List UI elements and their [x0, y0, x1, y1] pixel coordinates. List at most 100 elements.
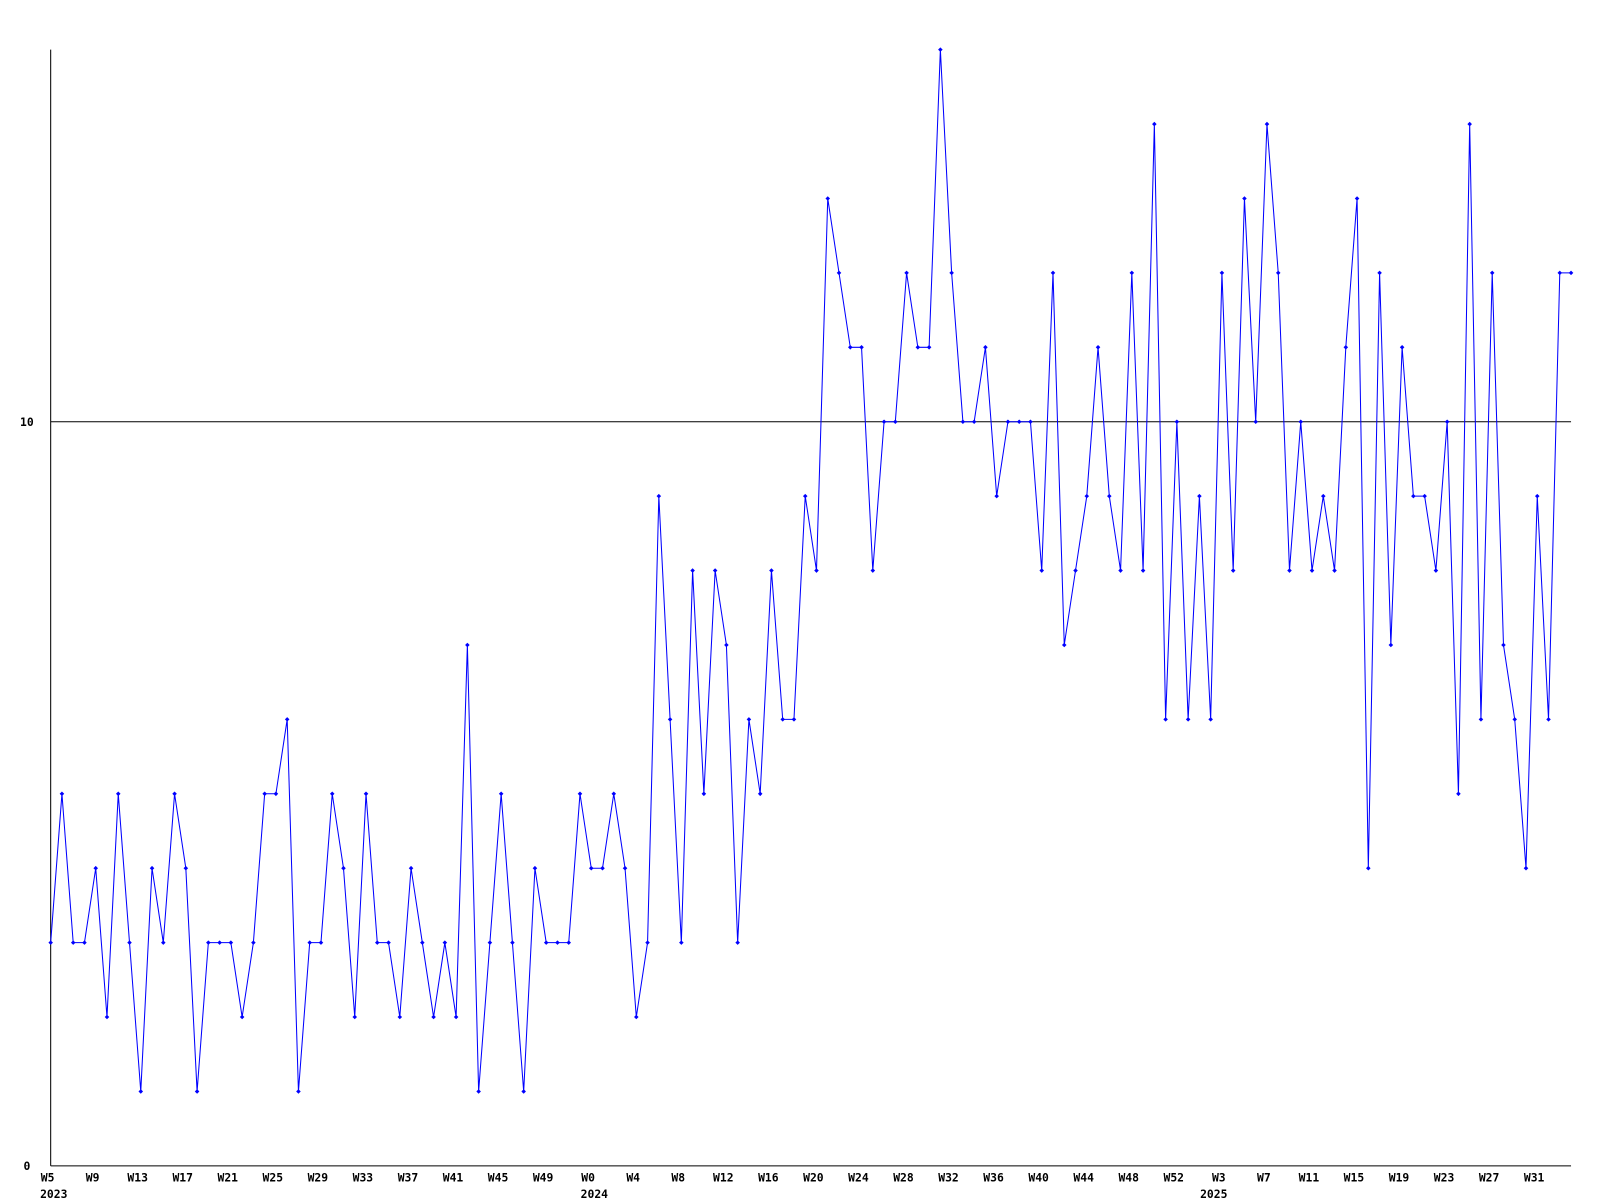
point	[1523, 865, 1529, 871]
x-tick-label: W23	[1434, 1170, 1455, 1184]
point	[1433, 568, 1439, 573]
point	[341, 865, 346, 871]
x-tick-label: W17	[172, 1170, 193, 1184]
point	[487, 940, 493, 945]
point	[1264, 121, 1270, 127]
point	[724, 642, 729, 648]
x-tick-label: W9	[86, 1170, 100, 1184]
point	[679, 940, 684, 945]
point	[1197, 493, 1202, 499]
point	[667, 717, 673, 722]
x-tick-label: W41	[443, 1170, 464, 1184]
point	[284, 717, 290, 722]
point	[802, 493, 808, 499]
point	[893, 419, 898, 424]
point	[307, 940, 312, 945]
point	[656, 493, 662, 499]
x-tick-label: W33	[353, 1170, 374, 1184]
point	[881, 419, 887, 424]
point	[59, 791, 65, 797]
point	[1107, 493, 1112, 499]
x-tick-label: W28	[893, 1170, 914, 1184]
point	[1140, 568, 1146, 573]
x-tick-label: W19	[1389, 1170, 1410, 1184]
point	[172, 791, 177, 797]
point	[814, 568, 819, 573]
x-tick-label: W36	[983, 1170, 1004, 1184]
point	[161, 940, 166, 945]
point	[757, 791, 763, 797]
point	[600, 865, 605, 871]
point	[1467, 121, 1472, 127]
point	[915, 345, 921, 350]
x-tick-label: W5	[41, 1170, 55, 1184]
x-tick-label: W49	[533, 1170, 554, 1184]
point	[1568, 270, 1574, 276]
point	[1287, 568, 1292, 573]
point	[1478, 717, 1484, 722]
year-label: 2023	[40, 1187, 68, 1200]
point	[374, 940, 380, 945]
point	[420, 940, 425, 945]
x-tick-label: W44	[1073, 1170, 1094, 1184]
x-tick-label: W15	[1344, 1170, 1365, 1184]
point	[769, 568, 774, 573]
point	[1163, 717, 1168, 722]
point	[1208, 717, 1213, 722]
point	[1399, 345, 1405, 350]
point	[1298, 419, 1304, 424]
x-tick-label: W13	[127, 1170, 148, 1184]
point	[735, 940, 740, 945]
point	[971, 419, 977, 424]
point	[1219, 270, 1225, 276]
point	[70, 940, 76, 945]
point	[690, 568, 695, 573]
point	[1377, 270, 1382, 276]
point	[386, 940, 391, 945]
x-tick-label: W0	[581, 1170, 595, 1184]
point	[239, 1014, 245, 1020]
point	[217, 940, 222, 945]
x-tick-label: W32	[938, 1170, 959, 1184]
point	[329, 791, 335, 797]
point	[1354, 196, 1360, 201]
point	[194, 1089, 200, 1094]
x-tick-label: W48	[1118, 1170, 1139, 1184]
point	[1039, 568, 1045, 573]
point	[622, 865, 628, 871]
point	[938, 47, 943, 52]
x-tick-label: W11	[1299, 1170, 1320, 1184]
point	[1005, 419, 1011, 424]
point	[1332, 568, 1337, 573]
x-tick-label: W27	[1479, 1170, 1500, 1184]
point	[510, 940, 515, 945]
point	[1185, 717, 1191, 722]
point	[127, 940, 132, 945]
line	[50, 49, 1572, 1092]
y-tick-label: 10	[20, 415, 34, 429]
point	[138, 1089, 144, 1094]
point	[1343, 345, 1349, 350]
x-tick-label: W29	[308, 1170, 329, 1184]
point	[1388, 642, 1394, 648]
point	[1489, 270, 1495, 276]
point	[1084, 493, 1090, 499]
point	[1546, 717, 1551, 722]
point	[1501, 642, 1506, 648]
point	[183, 865, 189, 871]
point	[1253, 419, 1258, 424]
point	[555, 940, 560, 945]
x-tick-label: W20	[803, 1170, 824, 1184]
point	[1275, 270, 1281, 276]
point	[1118, 568, 1123, 573]
point	[104, 1014, 110, 1020]
point	[848, 345, 853, 350]
point	[634, 1014, 639, 1020]
x-tick-label: W37	[398, 1170, 419, 1184]
point	[1456, 791, 1461, 797]
point	[983, 345, 988, 350]
point	[611, 791, 617, 797]
point	[712, 568, 718, 573]
point	[296, 1089, 301, 1094]
point	[1095, 345, 1101, 350]
